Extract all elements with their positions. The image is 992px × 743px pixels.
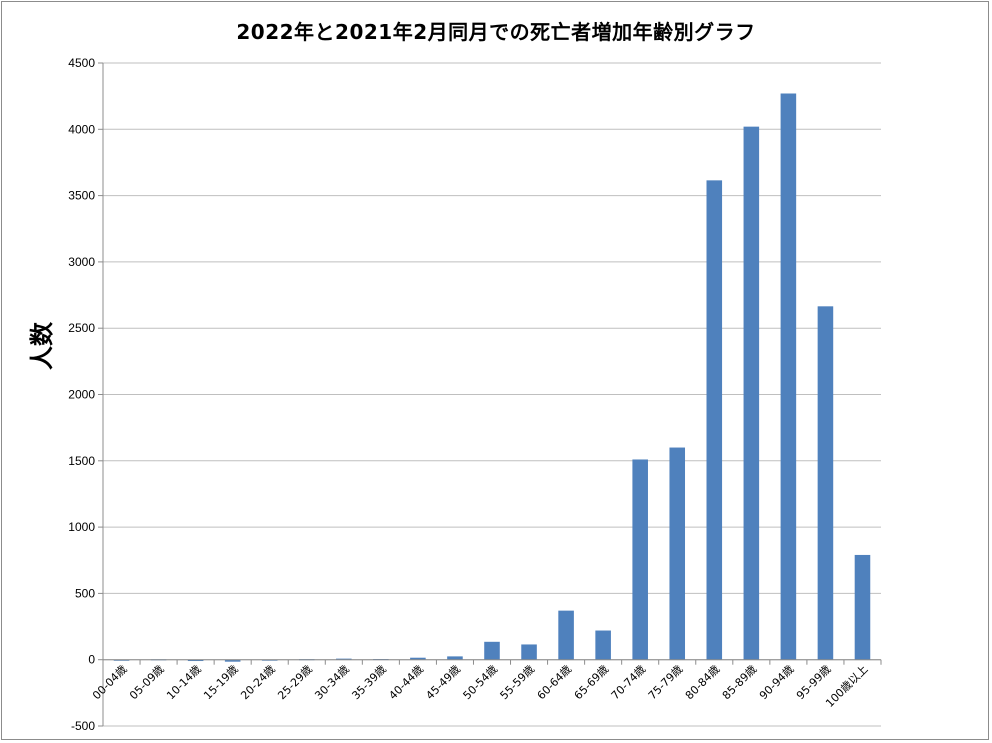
y-tick-label: 3000 [68,255,95,269]
bar [410,657,426,660]
x-tick-label: 25-29歳 [275,663,315,703]
x-tick-label: 15-19歳 [201,663,241,703]
bar [632,459,648,660]
bar [780,93,797,660]
bar [595,630,611,660]
y-tick-label: 2500 [68,321,95,335]
y-tick-label: 4000 [68,122,95,136]
x-tick-label: 80-84歳 [683,663,723,703]
x-tick-label: 40-44歳 [386,663,426,703]
x-tick-label: 20-24歳 [238,663,278,703]
x-tick-label: 65-69歳 [572,663,612,703]
x-tick-label: 55-59歳 [498,663,538,703]
bar [224,659,241,662]
x-tick-label: 90-94歳 [757,663,797,703]
bar [743,126,760,660]
x-tick-label: 05-09歳 [127,663,167,703]
x-tick-label: 35-39歳 [349,663,389,703]
y-tick-label: 2000 [68,388,95,402]
y-tick-label: 4500 [68,56,95,70]
x-tick-label: 10-14歳 [164,663,204,703]
x-tick-label: 85-89歳 [720,663,760,703]
bar [336,658,352,660]
bar [521,644,537,660]
x-tick-label: 00-04歳 [90,663,130,703]
bar [706,180,723,660]
chart-title: 2022年と2021年2月同月での死亡者増加年齢別グラフ [236,20,756,44]
x-tick-label: 50-54歳 [461,663,501,703]
bar [447,656,463,660]
x-tick-label: 45-49歳 [423,663,463,703]
y-tick-label: 1000 [68,520,95,534]
bar [817,306,834,660]
y-tick-label: -500 [71,719,95,733]
bar [854,554,871,660]
x-tick-label: 70-74歳 [609,663,649,703]
y-tick-label: 3500 [68,189,95,203]
x-tick-label: 75-79歳 [646,663,686,703]
y-tick-label: 1500 [68,454,95,468]
bar [113,659,130,661]
x-tick-label: 30-34歳 [312,663,352,703]
bar [558,610,574,660]
y-tick-label: 0 [88,653,95,667]
bar [484,641,500,660]
bar [187,659,204,662]
x-tick-label: 60-64歳 [535,663,575,703]
y-tick-label: 500 [75,586,95,600]
bar [669,447,686,660]
